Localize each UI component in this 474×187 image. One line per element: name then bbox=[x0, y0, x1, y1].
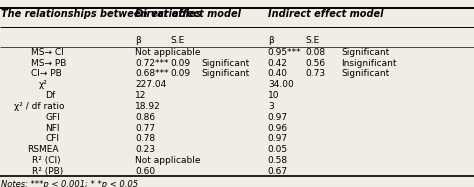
Text: 0.73: 0.73 bbox=[306, 69, 326, 78]
Text: MS→ CI: MS→ CI bbox=[31, 48, 64, 57]
Text: Significant: Significant bbox=[341, 48, 390, 57]
Text: 0.58: 0.58 bbox=[268, 156, 288, 165]
Text: χ² / df ratio: χ² / df ratio bbox=[14, 102, 65, 111]
Text: Not applicable: Not applicable bbox=[135, 48, 201, 57]
Text: CFI: CFI bbox=[45, 134, 59, 143]
Text: χ²: χ² bbox=[39, 80, 48, 89]
Text: 0.08: 0.08 bbox=[306, 48, 326, 57]
Text: 34.00: 34.00 bbox=[268, 80, 293, 89]
Text: 0.96: 0.96 bbox=[268, 124, 288, 133]
Text: 0.56: 0.56 bbox=[306, 59, 326, 68]
Text: Significant: Significant bbox=[201, 59, 250, 68]
Text: MS→ PB: MS→ PB bbox=[31, 59, 66, 68]
Text: Indirect effect model: Indirect effect model bbox=[268, 9, 383, 19]
Text: 0.05: 0.05 bbox=[268, 145, 288, 154]
Text: 0.78: 0.78 bbox=[135, 134, 155, 143]
Text: 0.42: 0.42 bbox=[268, 59, 288, 68]
Text: 0.09: 0.09 bbox=[171, 69, 191, 78]
Text: S.E: S.E bbox=[306, 36, 320, 45]
Text: 0.40: 0.40 bbox=[268, 69, 288, 78]
Text: 0.95***: 0.95*** bbox=[268, 48, 301, 57]
Text: 0.68***: 0.68*** bbox=[135, 69, 169, 78]
Text: 0.97: 0.97 bbox=[268, 113, 288, 122]
Text: Significant: Significant bbox=[201, 69, 250, 78]
Text: R² (PB): R² (PB) bbox=[32, 167, 64, 176]
Text: β: β bbox=[268, 36, 273, 45]
Text: Df: Df bbox=[45, 91, 55, 100]
Text: Direct effect model: Direct effect model bbox=[135, 9, 241, 19]
Text: R² (CI): R² (CI) bbox=[32, 156, 61, 165]
Text: 0.86: 0.86 bbox=[135, 113, 155, 122]
Text: 0.23: 0.23 bbox=[135, 145, 155, 154]
Text: Significant: Significant bbox=[341, 69, 390, 78]
Text: 10: 10 bbox=[268, 91, 279, 100]
Text: CI→ PB: CI→ PB bbox=[31, 69, 62, 78]
Text: RSMEA: RSMEA bbox=[27, 145, 59, 154]
Text: 3: 3 bbox=[268, 102, 273, 111]
Text: Notes: ***p < 0.001; * *p < 0.05: Notes: ***p < 0.001; * *p < 0.05 bbox=[1, 180, 138, 187]
Text: The relationships between variables: The relationships between variables bbox=[1, 9, 201, 19]
Text: β: β bbox=[135, 36, 141, 45]
Text: Not applicable: Not applicable bbox=[135, 156, 201, 165]
Text: 12: 12 bbox=[135, 91, 146, 100]
Text: 0.09: 0.09 bbox=[171, 59, 191, 68]
Text: 0.97: 0.97 bbox=[268, 134, 288, 143]
Text: 0.77: 0.77 bbox=[135, 124, 155, 133]
Text: Insignificant: Insignificant bbox=[341, 59, 397, 68]
Text: 0.67: 0.67 bbox=[268, 167, 288, 176]
Text: S.E: S.E bbox=[171, 36, 185, 45]
Text: NFI: NFI bbox=[45, 124, 60, 133]
Text: GFI: GFI bbox=[45, 113, 60, 122]
Text: 18.92: 18.92 bbox=[135, 102, 161, 111]
Text: 0.60: 0.60 bbox=[135, 167, 155, 176]
Text: 0.72***: 0.72*** bbox=[135, 59, 169, 68]
Text: 227.04: 227.04 bbox=[135, 80, 166, 89]
